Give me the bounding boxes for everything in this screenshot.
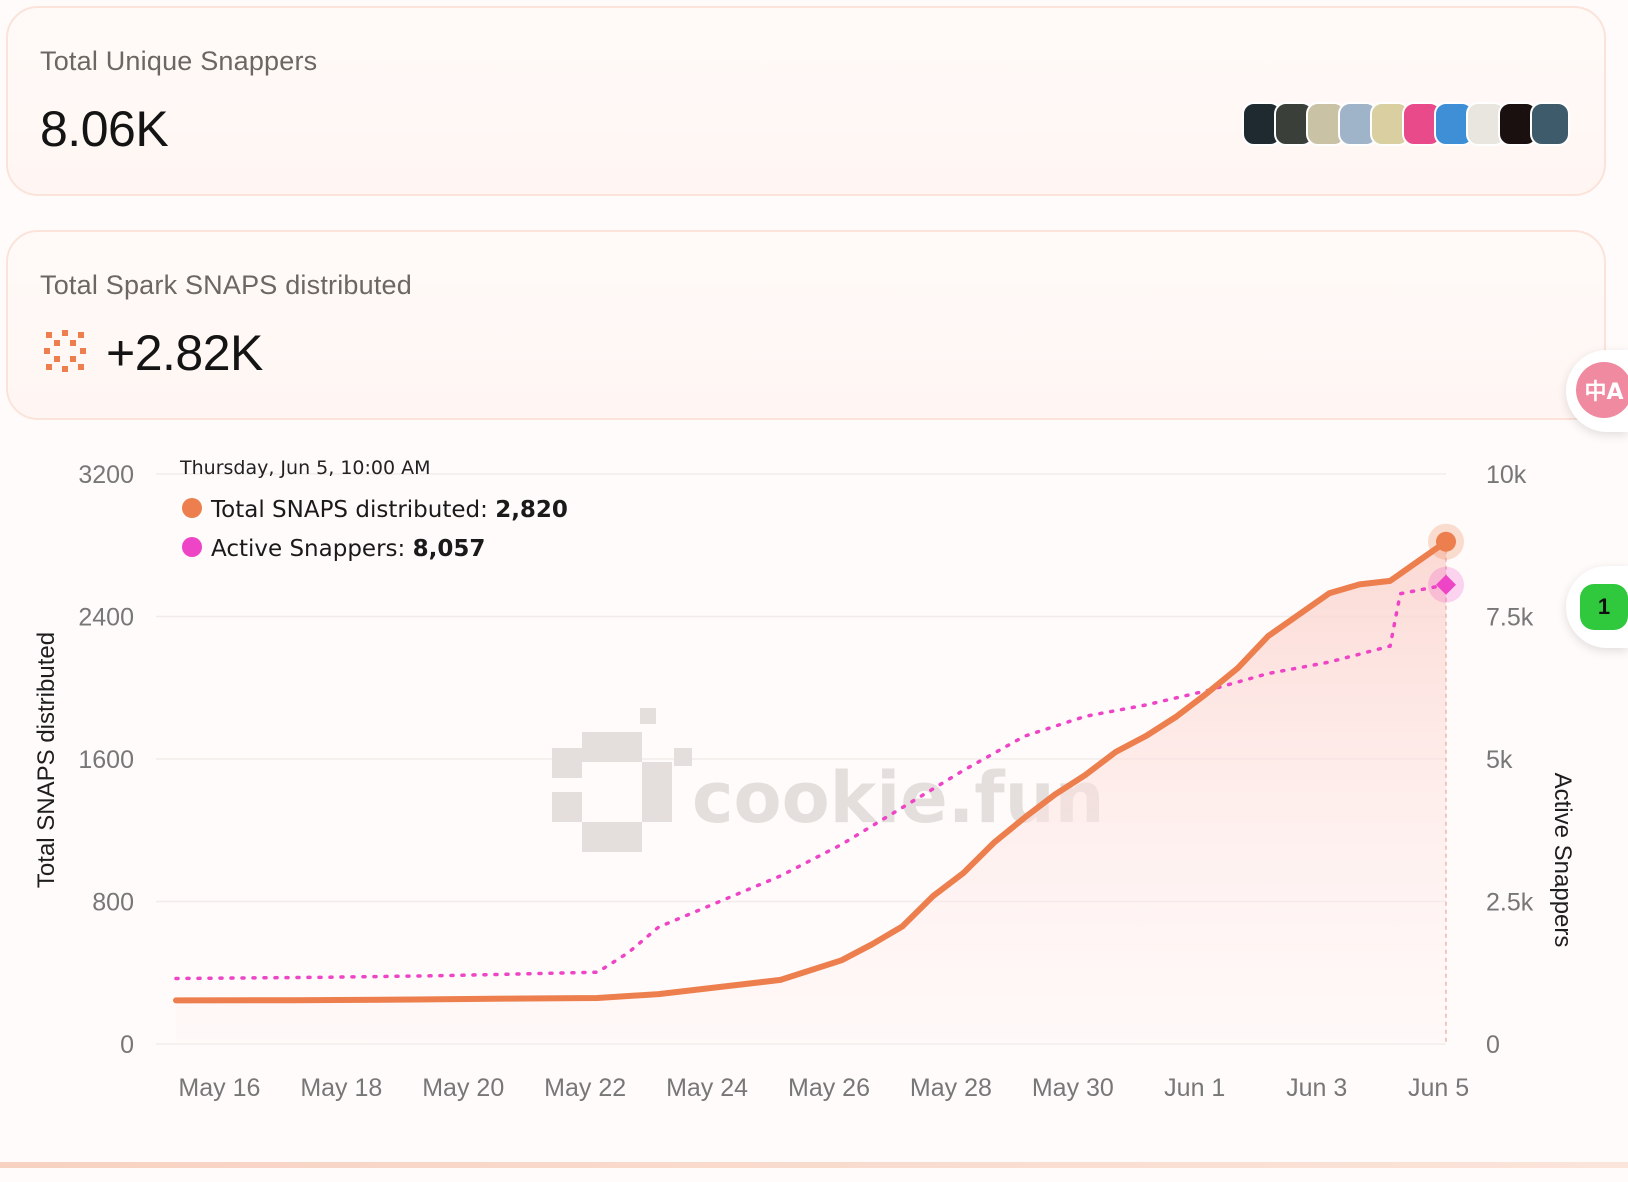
y-right-tick-label: 7.5k bbox=[1486, 604, 1534, 632]
y-right-tick-label: 2.5k bbox=[1486, 889, 1534, 917]
x-tick-label: Jun 3 bbox=[1286, 1074, 1347, 1102]
y-right-tick-label: 0 bbox=[1486, 1031, 1500, 1059]
y-right-axis-title: Active Snappers bbox=[1549, 773, 1576, 948]
x-tick-label: May 24 bbox=[666, 1074, 748, 1102]
y-left-axis-title: Total SNAPS distributed bbox=[33, 632, 60, 888]
tooltip-snappers-line: Active Snappers: 8,057 bbox=[211, 536, 485, 562]
tooltip-snappers-dot bbox=[182, 537, 202, 557]
counter-button[interactable]: 1 bbox=[1566, 566, 1628, 648]
x-tick-label: May 26 bbox=[788, 1074, 870, 1102]
y-left-tick-label: 800 bbox=[92, 889, 134, 917]
y-left-tick-label: 0 bbox=[120, 1031, 134, 1059]
active-snappers-line bbox=[174, 583, 1448, 981]
unique-snappers-value: 8.06K bbox=[40, 101, 169, 157]
x-tick-label: May 18 bbox=[300, 1074, 382, 1102]
tooltip-snaps-line: Total SNAPS distributed: 2,820 bbox=[210, 497, 568, 523]
y-left-tick-label: 1600 bbox=[78, 746, 134, 774]
snaps-distributed-card: Total Spark SNAPS distributed +2.82K bbox=[6, 230, 1606, 420]
x-tick-label: Jun 5 bbox=[1408, 1074, 1469, 1102]
x-tick-label: May 20 bbox=[422, 1074, 504, 1102]
snaps-area bbox=[176, 541, 1446, 1044]
bottom-divider bbox=[0, 1162, 1628, 1168]
tooltip-snaps-dot bbox=[182, 498, 202, 518]
x-tick-label: Jun 1 bbox=[1164, 1074, 1225, 1102]
snaps-distributed-label: Total Spark SNAPS distributed bbox=[40, 270, 412, 300]
snappers-marker bbox=[1436, 574, 1456, 595]
y-right-tick-label: 5k bbox=[1486, 746, 1513, 774]
y-left-tick-label: 2400 bbox=[78, 604, 134, 632]
x-tick-label: May 22 bbox=[544, 1074, 626, 1102]
translate-icon: 中A bbox=[1576, 362, 1628, 418]
unique-snappers-label: Total Unique Snappers bbox=[40, 46, 318, 76]
counter-badge-icon: 1 bbox=[1580, 584, 1628, 630]
chart-tooltip: Thursday, Jun 5, 10:00 AM Total SNAPS di… bbox=[179, 457, 568, 562]
x-tick-label: May 30 bbox=[1032, 1074, 1114, 1102]
unique-snappers-card: Total Unique Snappers 8.06K bbox=[6, 6, 1606, 196]
avatar[interactable] bbox=[1530, 102, 1570, 146]
snaps-distributed-line bbox=[173, 538, 1449, 1004]
x-tick-label: May 16 bbox=[178, 1074, 260, 1102]
tooltip-time: Thursday, Jun 5, 10:00 AM bbox=[179, 457, 431, 479]
y-right-tick-label: 10k bbox=[1486, 461, 1527, 489]
spark-icon bbox=[44, 330, 86, 372]
snaps-marker bbox=[1436, 531, 1456, 552]
snapper-avatars[interactable] bbox=[1242, 102, 1570, 148]
translate-button[interactable]: 中A bbox=[1566, 350, 1628, 432]
snaps-distributed-value: +2.82K bbox=[106, 325, 263, 381]
x-tick-label: May 28 bbox=[910, 1074, 992, 1102]
y-left-tick-label: 3200 bbox=[78, 461, 134, 489]
